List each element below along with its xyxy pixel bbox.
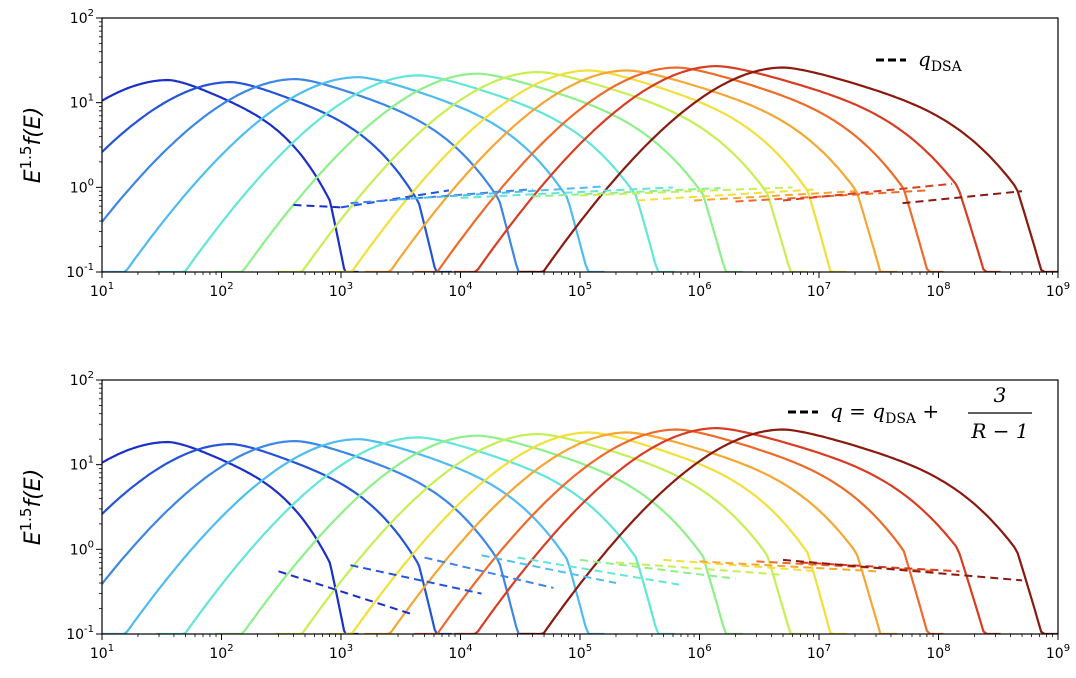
spectrum-line [454, 64, 1001, 272]
dashed-fit-line [532, 187, 721, 198]
y-tick-label: 101 [70, 455, 94, 474]
spectrum-line [414, 66, 944, 272]
x-tick-label: 102 [209, 643, 233, 662]
y-tick-label: 100 [70, 177, 94, 196]
spectrum-line [102, 440, 359, 634]
x-tick-label: 104 [448, 281, 472, 300]
dashed-fit-line [517, 556, 682, 586]
legend-frac-num: 3 [994, 383, 1007, 407]
spectrum-line [102, 78, 535, 272]
x-tick-label: 108 [926, 281, 950, 300]
x-tick-label: 101 [90, 281, 114, 300]
spectrum-line [102, 440, 535, 634]
dashed-fit-line [782, 558, 1023, 582]
dashed-fit-line [579, 186, 793, 197]
spectrum-line [364, 69, 898, 272]
y-axis-label: E1.5f(E) [17, 469, 46, 546]
y-axis-label: E1.5f(E) [17, 107, 46, 184]
spectrum-line [275, 70, 808, 272]
x-tick-label: 103 [329, 281, 353, 300]
dashed-fit-line [636, 188, 820, 202]
y-tick-label: 100 [70, 539, 94, 558]
spectrum-line [520, 66, 1058, 272]
x-tick-label: 107 [807, 643, 831, 662]
dashed-fit-line [397, 185, 602, 201]
spectrum-line [326, 431, 847, 634]
x-tick-label: 105 [568, 281, 592, 300]
panel-top: 101 102 103 104 105 106 107 108 109 10-1 100 101 102… [17, 8, 1070, 300]
spectrum-line [102, 78, 359, 272]
dashed-fit-line [481, 554, 617, 585]
spectrum-line [275, 432, 808, 634]
x-tick-label: 104 [448, 643, 472, 662]
spectrum-line [215, 434, 743, 634]
dashed-fit-line [735, 189, 927, 203]
spectrum-line [364, 431, 898, 634]
dashed-fit-line [460, 186, 674, 199]
dashed-fit-line [756, 560, 939, 573]
dashed-fit-line [579, 558, 736, 580]
legend-label: q = qDSA + [830, 399, 939, 427]
spectrum-line [454, 426, 1001, 634]
spectrum-line [102, 81, 453, 272]
spectrum-line [156, 436, 675, 634]
y-tick-label: 102 [70, 370, 94, 389]
spectrum-line [215, 72, 743, 272]
x-tick-label: 101 [90, 643, 114, 662]
dashed-fit-line [424, 556, 554, 589]
panel-bottom: 101 102 103 104 105 106 107 108 109 10-1 100 101 102… [17, 370, 1070, 662]
y-tick-label: 10-1 [66, 262, 94, 281]
y-tick-label: 101 [70, 93, 94, 112]
y-tick-label: 10-1 [66, 624, 94, 643]
x-tick-label: 105 [568, 643, 592, 662]
plot-area [102, 64, 1058, 272]
x-tick-label: 109 [1046, 643, 1070, 662]
dashed-fit-line [293, 203, 342, 209]
x-tick-label: 103 [329, 643, 353, 662]
dashed-fit-line [615, 561, 784, 576]
spectrum-line [414, 428, 944, 634]
dashed-fit-line [278, 570, 414, 616]
spectrum-line [156, 74, 675, 272]
dashed-fit-line [693, 190, 856, 202]
legend-frac-den: R − 1 [970, 419, 1028, 443]
dashed-fit-line [782, 182, 953, 202]
x-tick-label: 108 [926, 643, 950, 662]
spectrum-line [102, 438, 605, 634]
spectrum-line [102, 76, 605, 272]
dashed-fit-line [663, 558, 820, 573]
plot-area [102, 426, 1058, 634]
y-tick-label: 102 [70, 8, 94, 27]
spectrum-line [326, 69, 847, 272]
dashed-fit-line [350, 564, 482, 595]
x-tick-label: 102 [209, 281, 233, 300]
x-tick-label: 106 [687, 643, 711, 662]
x-tick-label: 109 [1046, 281, 1070, 300]
x-tick-label: 106 [687, 281, 711, 300]
dashed-fit-line [902, 190, 1023, 205]
dashed-fit-line [699, 560, 877, 573]
legend-label: qDSA [918, 47, 963, 75]
x-tick-label: 107 [807, 281, 831, 300]
spectrum-line [102, 443, 453, 634]
spectrum-line [520, 428, 1058, 634]
